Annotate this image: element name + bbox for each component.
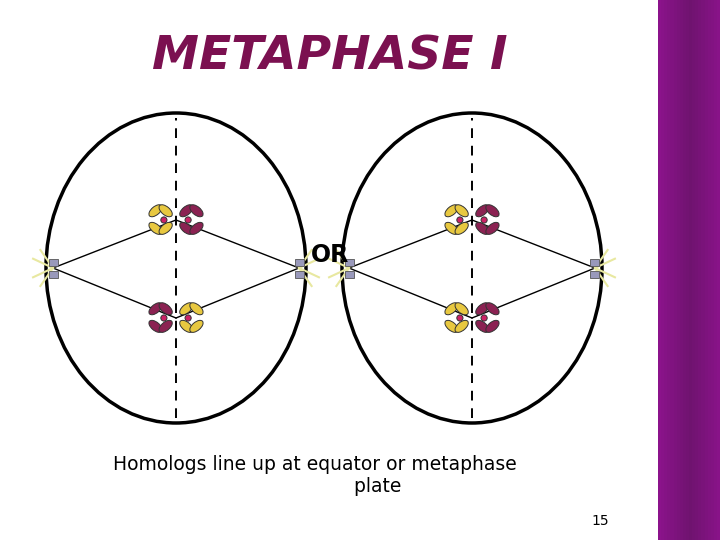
Ellipse shape: [159, 222, 172, 234]
Bar: [673, 0, 677, 540]
Ellipse shape: [185, 315, 192, 321]
Ellipse shape: [149, 222, 162, 234]
Text: METAPHASE I: METAPHASE I: [152, 35, 508, 80]
Ellipse shape: [190, 320, 203, 333]
Bar: [48, 259, 58, 266]
Ellipse shape: [456, 217, 463, 223]
Ellipse shape: [476, 320, 489, 333]
Ellipse shape: [455, 320, 468, 333]
Bar: [689, 0, 692, 540]
Ellipse shape: [486, 303, 499, 315]
Text: Homologs line up at equator or metaphase
                     plate: Homologs line up at equator or metaphase…: [113, 455, 517, 496]
Ellipse shape: [190, 222, 203, 234]
Bar: [344, 259, 354, 266]
Bar: [665, 0, 667, 540]
Bar: [667, 0, 670, 540]
Ellipse shape: [190, 303, 203, 315]
Bar: [708, 0, 711, 540]
Ellipse shape: [476, 205, 489, 217]
Ellipse shape: [476, 303, 489, 315]
Ellipse shape: [180, 320, 193, 333]
Bar: [692, 0, 696, 540]
Bar: [701, 0, 704, 540]
Ellipse shape: [159, 303, 172, 315]
Bar: [717, 0, 720, 540]
Bar: [680, 0, 683, 540]
Ellipse shape: [190, 205, 203, 217]
Ellipse shape: [486, 205, 499, 217]
Ellipse shape: [456, 315, 463, 321]
Bar: [704, 0, 708, 540]
Ellipse shape: [445, 222, 458, 234]
Ellipse shape: [159, 205, 172, 217]
Bar: [48, 271, 58, 278]
Ellipse shape: [149, 320, 162, 333]
Ellipse shape: [486, 222, 499, 234]
Ellipse shape: [180, 205, 193, 217]
Ellipse shape: [185, 217, 192, 223]
Ellipse shape: [455, 303, 468, 315]
Ellipse shape: [342, 113, 602, 423]
Ellipse shape: [159, 320, 172, 333]
Ellipse shape: [476, 222, 489, 234]
Text: OR: OR: [311, 243, 349, 267]
Bar: [590, 259, 600, 266]
Ellipse shape: [149, 205, 162, 217]
Bar: [294, 271, 304, 278]
Bar: [677, 0, 680, 540]
Bar: [658, 0, 720, 540]
Bar: [711, 0, 714, 540]
Ellipse shape: [180, 222, 193, 234]
Ellipse shape: [481, 217, 487, 223]
Bar: [661, 0, 665, 540]
Ellipse shape: [161, 315, 167, 321]
Bar: [683, 0, 686, 540]
Ellipse shape: [445, 320, 458, 333]
Ellipse shape: [481, 315, 487, 321]
Bar: [714, 0, 717, 540]
Ellipse shape: [445, 205, 458, 217]
Bar: [686, 0, 689, 540]
Bar: [590, 271, 600, 278]
Text: 15: 15: [591, 514, 609, 528]
Ellipse shape: [180, 303, 193, 315]
Ellipse shape: [46, 113, 306, 423]
Bar: [670, 0, 673, 540]
Bar: [698, 0, 701, 540]
Ellipse shape: [445, 303, 458, 315]
Ellipse shape: [486, 320, 499, 333]
Bar: [344, 271, 354, 278]
Ellipse shape: [455, 205, 468, 217]
Ellipse shape: [455, 222, 468, 234]
Ellipse shape: [161, 217, 167, 223]
Ellipse shape: [149, 303, 162, 315]
Bar: [658, 0, 661, 540]
Bar: [294, 259, 304, 266]
Bar: [696, 0, 698, 540]
